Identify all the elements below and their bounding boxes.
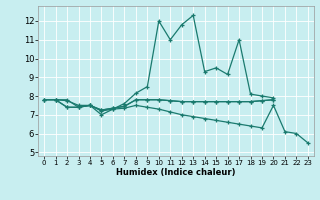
X-axis label: Humidex (Indice chaleur): Humidex (Indice chaleur) (116, 168, 236, 177)
